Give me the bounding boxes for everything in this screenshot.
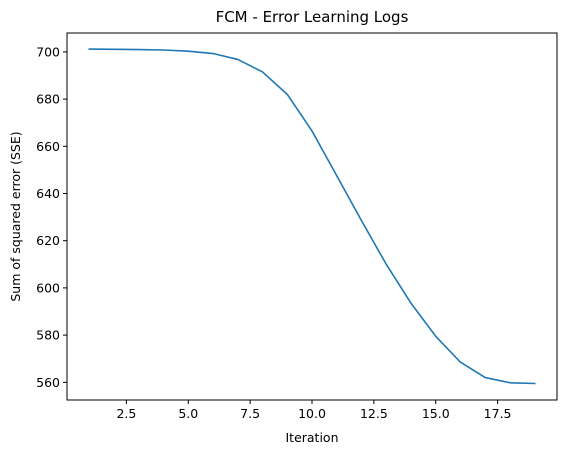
series-group [88, 48, 536, 385]
x-tick-label: 12.5 [360, 406, 388, 421]
y-tick-label: 560 [36, 375, 60, 390]
tick-group: 2.5 5.0 7.5 10.0 12.5 15.0 17.5 560 580 600 620 640… [36, 44, 511, 421]
y-tick-label: 680 [36, 92, 60, 107]
y-tick-label: 700 [36, 44, 60, 59]
x-tick-label: 15.0 [422, 406, 450, 421]
y-tick-label: 640 [36, 186, 60, 201]
series-line-0 [88, 48, 536, 385]
y-tick-label: 660 [36, 139, 60, 154]
x-tick-label: 2.5 [116, 406, 136, 421]
y-tick-label: 620 [36, 233, 60, 248]
plot-area [67, 33, 557, 400]
x-tick-label: 5.0 [178, 406, 198, 421]
x-axis-label: Iteration [285, 430, 338, 445]
chart-title: FCM - Error Learning Logs [216, 8, 409, 26]
y-tick-label: 580 [36, 328, 60, 343]
plot-frame [66, 32, 558, 401]
x-tick-label: 7.5 [240, 406, 260, 421]
x-tick-label: 10.0 [298, 406, 326, 421]
x-tick-label: 17.5 [484, 406, 512, 421]
y-axis-label: Sum of squared error (SSE) [8, 131, 23, 301]
y-tick-label: 600 [36, 280, 60, 295]
